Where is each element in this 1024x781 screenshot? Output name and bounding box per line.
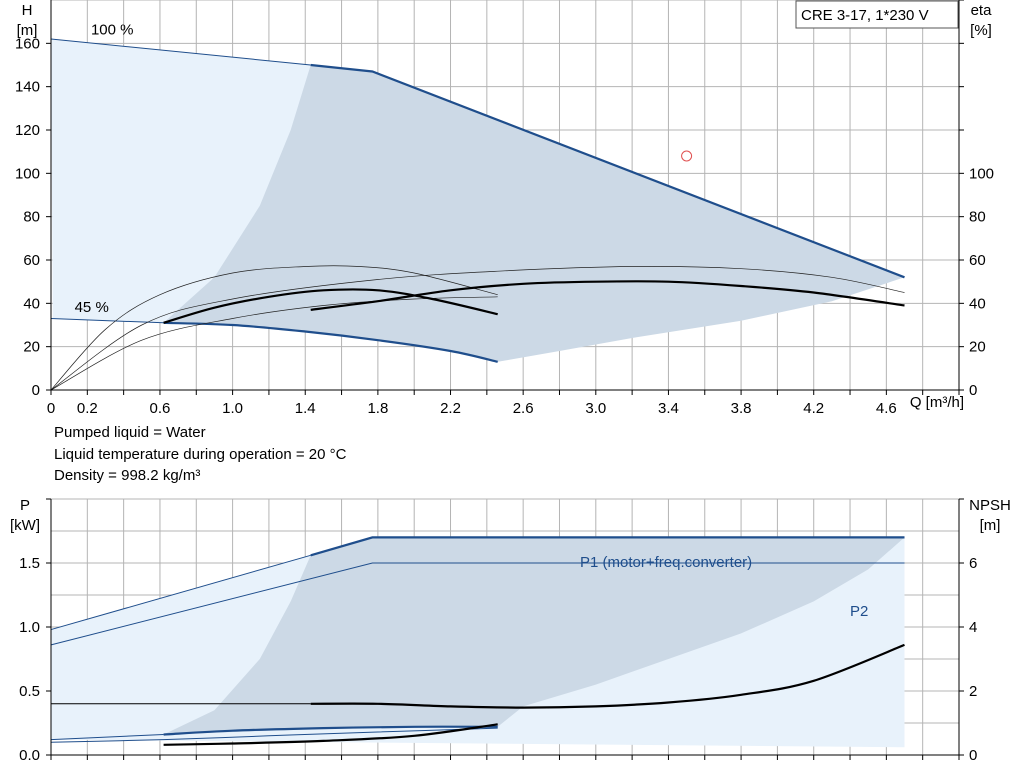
power-area-dark: [163, 537, 905, 735]
power-45-curve: [163, 723, 498, 746]
x-tick-label: 2.2: [440, 400, 461, 417]
head-area-dark: [163, 65, 905, 362]
p2-max-curve: [50, 562, 905, 646]
y-tick-label: 60: [23, 252, 40, 269]
head-min-curve-thin: [50, 318, 164, 324]
y-tick-label: 160: [15, 35, 40, 52]
y-tick-label: 120: [15, 122, 40, 139]
speed-annotation: 100 %: [91, 22, 134, 39]
npsh-tick-label: 2: [969, 683, 977, 700]
x-tick-label: 4.2: [803, 400, 824, 417]
p-tick-label: 0.5: [19, 683, 40, 700]
power-chart-axes: 0.0 0.5 1.0 1.5 0 2 4 6 P [kW] NPSH [m]: [10, 497, 1011, 764]
x-tick-label: 1.0: [222, 400, 243, 417]
y-tick-label: 20: [23, 339, 40, 356]
y-axis-label-power: P: [20, 497, 30, 514]
npsh-curve: [310, 643, 905, 709]
x-tick-label: 1.8: [367, 400, 388, 417]
npsh-tick-label: 0: [969, 747, 977, 764]
y-tick-label: 0: [32, 382, 40, 399]
x-tick-label: 0.6: [150, 400, 171, 417]
x-tick-label: 4.6: [876, 400, 897, 417]
duty-point-marker: [681, 150, 693, 162]
head-min-curve: [163, 321, 498, 363]
x-tick-label: 3.4: [658, 400, 679, 417]
head-chart-axes: 0 20 40 60 80 100 120 140 160 0 20 40 60 80 100 0 0.2 0.6…: [15, 0, 994, 417]
npsh-tick-label: 6: [969, 555, 977, 572]
eta-tick-label: 0: [969, 382, 977, 399]
x-tick-label: 2.6: [513, 400, 534, 417]
pumped-liquid-note: Pumped liquid = Water: [54, 424, 206, 441]
density-note: Density = 998.2 kg/m³: [54, 467, 201, 484]
p-tick-label: 1.5: [19, 555, 40, 572]
eta-tick-label: 20: [969, 339, 986, 356]
head-curves: 100 % 45 %: [50, 22, 905, 391]
y-tick-label: 80: [23, 209, 40, 226]
eta-tick-label: 60: [969, 252, 986, 269]
y-tick-label: 100: [15, 165, 40, 182]
p1-max-curve: [310, 536, 905, 557]
p2-min-curve: [50, 727, 498, 743]
y-axis-unit-npsh: [m]: [980, 517, 1001, 534]
x-tick-label: 1.4: [295, 400, 316, 417]
x-tick-label: 3.8: [731, 400, 752, 417]
eta-tick-label: 100: [969, 165, 994, 182]
head-max-curve-thin: [50, 38, 311, 66]
p1-min-curve: [163, 725, 498, 736]
eta-curve-thin: [50, 265, 498, 391]
power-operating-area: [51, 537, 905, 748]
p-tick-label: 0.0: [19, 747, 40, 764]
eta-tick-label: 40: [969, 295, 986, 312]
x-axis-label: Q [m³/h]: [910, 394, 964, 411]
y-tick-label: 40: [23, 295, 40, 312]
y-axis-unit-eta: [%]: [970, 22, 992, 39]
x-tick-label: 0: [47, 400, 55, 417]
npsh-tick-label: 4: [969, 619, 977, 636]
speed-annotation: 45 %: [75, 299, 109, 316]
y-axis-label-eta: eta: [971, 2, 993, 19]
p1-series-label: P1 (motor+freq.converter): [580, 554, 752, 571]
x-tick-label: 3.0: [585, 400, 606, 417]
y-axis-label-head: H: [22, 2, 33, 19]
head-45-curve: [163, 288, 498, 324]
p2-series-label: P2: [850, 603, 868, 620]
eta-max-curve: [310, 280, 905, 311]
eta-curve-thin: [50, 266, 905, 391]
legend-box-frame: [795, 0, 959, 29]
x-tick-label: 0.2: [77, 400, 98, 417]
head-operating-area: [51, 39, 905, 362]
eta-tick-label: 80: [969, 209, 986, 226]
p1-max-curve-thin: [50, 554, 311, 631]
legend-box-label: CRE 3-17, 1*230 V: [801, 7, 929, 24]
y-axis-unit-head: [m]: [17, 22, 38, 39]
y-tick-label: 140: [15, 79, 40, 96]
head-max-curve: [310, 63, 905, 279]
legend-box: CRE 3-17, 1*230 V: [795, 0, 959, 29]
power-curves: [50, 536, 905, 746]
y-axis-label-npsh: NPSH: [969, 497, 1011, 514]
y-axis-unit-power: [kW]: [10, 517, 40, 534]
p1-min-curve-thin: [50, 734, 164, 741]
liquid-temperature-note: Liquid temperature during operation = 20…: [54, 446, 347, 463]
eta-curve-thin: [50, 296, 498, 391]
p-tick-label: 1.0: [19, 619, 40, 636]
